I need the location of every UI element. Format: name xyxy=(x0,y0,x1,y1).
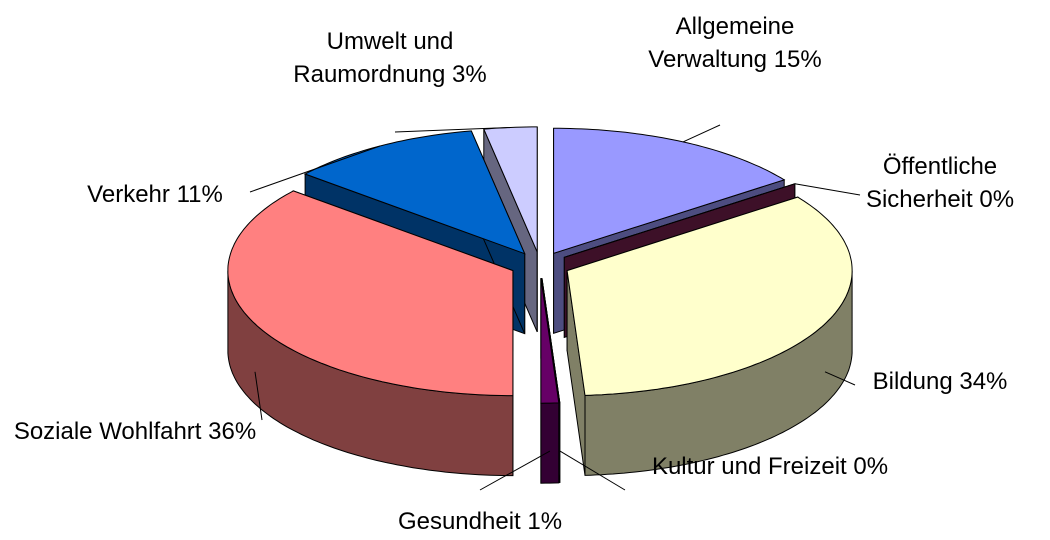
slice-label: Gesundheit 1% xyxy=(350,505,610,538)
value-label: 15% xyxy=(773,46,822,73)
category-name: Gesundheit xyxy=(397,508,521,535)
category-name: Bildung xyxy=(872,368,953,395)
leader-line xyxy=(559,450,626,491)
slice xyxy=(540,278,560,404)
leader-line xyxy=(394,127,511,133)
value-label: 36% xyxy=(208,418,257,445)
slice-label: Öffentliche Sicherheit 0% xyxy=(850,150,1030,216)
category-name: Allgemeine Verwaltung xyxy=(648,13,795,73)
slice-label: Allgemeine Verwaltung 15% xyxy=(630,10,840,76)
category-name: Umwelt und Raumordnung xyxy=(293,28,454,88)
slice xyxy=(541,278,561,403)
leader-line xyxy=(824,371,856,386)
value-label: 34% xyxy=(959,368,1008,395)
slice xyxy=(227,190,514,397)
slice-label: Umwelt und Raumordnung 3% xyxy=(280,25,500,91)
value-label: 3% xyxy=(452,61,487,88)
slice-label: Kultur und Freizeit 0% xyxy=(645,450,895,483)
slice-label: Verkehr 11% xyxy=(45,178,265,211)
slice-label: Bildung 34% xyxy=(840,365,1040,398)
value-label: 11% xyxy=(176,181,223,208)
leader-line xyxy=(682,124,721,143)
slice-wall xyxy=(540,402,560,484)
value-label: 1% xyxy=(527,508,563,535)
category-name: Soziale Wohlfahrt xyxy=(13,418,202,445)
slice-label: Soziale Wohlfahrt 36% xyxy=(0,415,270,448)
leader-line xyxy=(479,450,551,491)
category-name: Kultur und Freizeit xyxy=(651,453,847,480)
leader-line xyxy=(794,183,861,196)
leader-line xyxy=(254,371,263,421)
slice xyxy=(566,196,853,396)
leader-line xyxy=(249,145,380,193)
value-label: 0% xyxy=(853,453,889,480)
value-label: 0% xyxy=(979,186,1015,213)
category-name: Verkehr xyxy=(87,181,170,208)
category-name: Öffentliche Sicherheit xyxy=(865,153,998,213)
